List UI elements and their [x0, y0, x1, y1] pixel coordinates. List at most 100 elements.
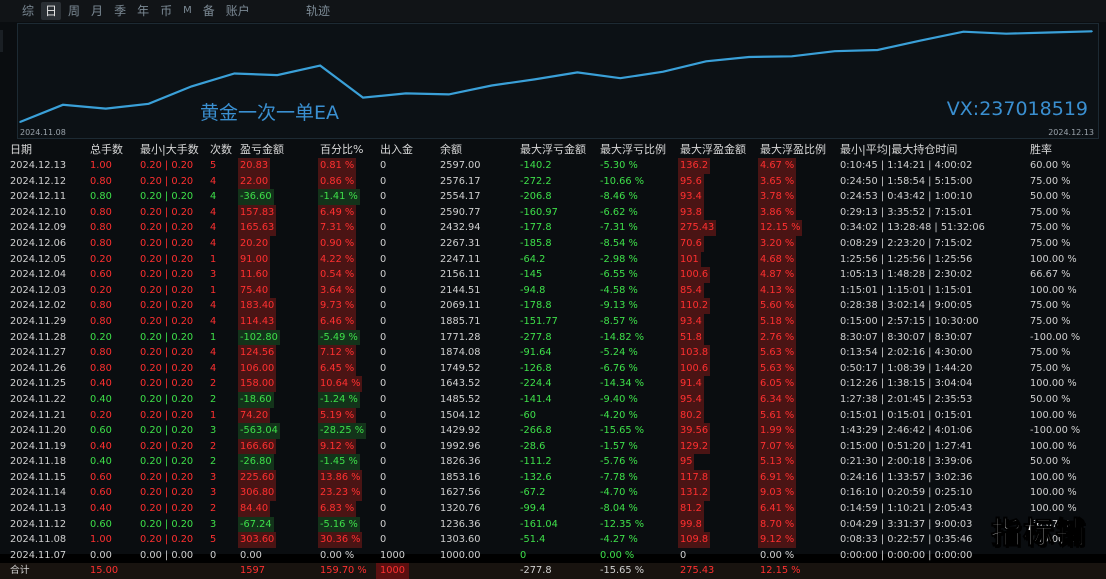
table-cell: -6.62 % — [600, 206, 638, 218]
table-cell: 114.43 — [238, 313, 277, 330]
table-cell: 157.83 — [238, 204, 277, 221]
table-cell: 0.20 | 0.20 — [140, 191, 194, 203]
table-cell: 1627.56 — [440, 487, 481, 499]
tab-period-7[interactable]: M — [183, 5, 192, 16]
table-cell: 70.6 — [678, 235, 704, 252]
table-cell: 131.2 — [678, 485, 711, 502]
table-cell: 66.67 % — [1030, 518, 1071, 530]
table-cell: 1643.52 — [440, 378, 481, 390]
table-row: 2024.11.25 0.40 0.20 | 0.20 2 158.00 10.64 % 0… — [0, 376, 1106, 392]
table-cell: 4.67 % — [758, 158, 797, 174]
table-cell: -206.8 — [520, 191, 552, 203]
table-cell: 0 — [380, 160, 387, 171]
table-cell: 4.68 % — [758, 251, 797, 268]
equity-point — [104, 107, 107, 110]
table-cell: 0.54 % — [318, 267, 357, 283]
table-header: 日期 总手数 最小|大手数 次数 盈亏金额 百分比% 出入金 余额 最大浮亏金额 最大浮亏比例 最大… — [0, 141, 1106, 158]
table-cell: 2024.12.12 — [10, 175, 67, 187]
table-cell: -1.41 % — [318, 189, 360, 205]
table-cell: 2024.11.15 — [10, 471, 67, 483]
table-cell: 0.00 | 0.00 — [140, 549, 194, 561]
table-cell: 1504.12 — [440, 409, 481, 421]
table-cell: 0:29:13 | 3:35:52 | 7:15:01 — [840, 206, 973, 218]
table-cell: 2156.11 — [440, 269, 481, 281]
table-cell: 50.00 % — [1030, 456, 1071, 468]
table-cell: 0.81 % — [318, 158, 357, 174]
tab-period-0[interactable]: 综 — [22, 4, 35, 18]
table-cell: 10.64 % — [318, 376, 363, 392]
table-cell: 4 — [210, 347, 217, 359]
tab-track[interactable]: 轨迹 — [306, 4, 331, 18]
table-cell: 166.60 — [238, 438, 277, 455]
tab-period-3[interactable]: 月 — [91, 4, 104, 18]
table-cell: -26.80 — [238, 454, 274, 470]
equity-point — [190, 85, 193, 88]
table-cell: -266.8 — [520, 425, 552, 437]
table-cell: 1:15:01 | 1:15:01 | 1:15:01 — [840, 284, 973, 296]
table-cell: 0 — [380, 409, 387, 421]
equity-point — [533, 78, 536, 81]
table-cell: -5.49 % — [318, 329, 360, 346]
table-cell: 99.8 — [678, 516, 704, 533]
table-cell: 0 — [380, 503, 387, 515]
table-cell: 3 — [210, 269, 217, 281]
table-cell: -2.98 % — [600, 253, 638, 265]
equity-point — [1048, 31, 1050, 34]
table-cell: -91.64 — [520, 347, 552, 359]
table-cell: 2247.11 — [440, 253, 481, 265]
table-cell: 0.80 — [90, 315, 112, 327]
table-cell: 0.20 | 0.20 — [140, 362, 194, 374]
table-cell: 117.8 — [678, 469, 711, 486]
tab-period-1[interactable]: 日 — [41, 2, 62, 20]
table-cell: 0 — [380, 191, 387, 203]
table-cell: 91.4 — [678, 376, 704, 392]
tab-period-6[interactable]: 币 — [160, 4, 173, 18]
table-cell: 4 — [210, 300, 217, 312]
table-cell: 0.20 | 0.20 — [140, 222, 194, 234]
table-cell: 100.00 % — [1030, 440, 1077, 452]
table-cell: 0.80 — [90, 175, 112, 187]
table-cell: 100.00 % — [1030, 503, 1077, 515]
left-edge-marker — [0, 30, 3, 52]
table-cell: 2024.11.13 — [10, 503, 67, 515]
table-cell: -5.24 % — [600, 347, 638, 359]
table-cell: 8.70 % — [758, 516, 797, 533]
table-cell: -4.27 % — [600, 534, 638, 546]
column-header: 总手数 — [90, 143, 123, 156]
table-cell: 100.00 % — [1030, 378, 1077, 390]
table-cell: 165.63 — [238, 220, 277, 236]
tab-period-9[interactable]: 账户 — [225, 4, 250, 18]
table-cell: -160.97 — [520, 206, 558, 218]
table-cell: 50.00 % — [1030, 191, 1071, 203]
table-cell: -10.66 % — [600, 175, 645, 187]
equity-point — [276, 74, 279, 76]
table-row: 2024.11.22 0.40 0.20 | 0.20 2 -18.60 -1.24 % 0… — [0, 391, 1106, 408]
table-cell: -5.16 % — [318, 516, 360, 533]
equity-point — [619, 77, 622, 79]
daily-report-table: 日期 总手数 最小|大手数 次数 盈亏金额 百分比% 出入金 余额 最大浮亏金额 最大浮亏比例 最大… — [0, 141, 1106, 579]
table-cell: 1853.16 — [440, 471, 481, 483]
tab-period-8[interactable]: 备 — [202, 4, 215, 18]
equity-point — [19, 121, 21, 123]
table-cell: 0.20 | 0.20 — [140, 487, 194, 499]
table-cell: 100.6 — [678, 267, 711, 283]
table-cell: 95.6 — [678, 173, 704, 190]
table-cell: 30.36 % — [318, 532, 363, 548]
table-cell: -8.54 % — [600, 237, 638, 249]
table-cell: 2024.12.13 — [10, 160, 67, 171]
table-row: 2024.12.12 0.80 0.20 | 0.20 4 22.00 0.86 % 0 25… — [0, 173, 1106, 190]
table-total-row: 合计 15.00 1597 159.70 % 1000 -277.8 -15.65 % 275… — [0, 563, 1106, 579]
table-cell: 5.60 % — [758, 298, 797, 314]
table-cell: 0:15:01 | 0:15:01 | 0:15:01 — [840, 409, 973, 421]
table-cell: -67.24 — [238, 516, 274, 533]
table-cell: -141.4 — [520, 393, 552, 405]
tab-period-5[interactable]: 年 — [137, 4, 150, 18]
tab-period-2[interactable]: 周 — [68, 4, 81, 18]
table-cell: -15.65 % — [600, 425, 645, 437]
table-cell: 0:04:29 | 3:31:37 | 9:00:03 — [840, 518, 973, 530]
tab-period-4[interactable]: 季 — [114, 4, 127, 18]
table-cell: 2024.11.21 — [10, 409, 67, 421]
table-cell: 50.00 % — [1030, 393, 1071, 405]
table-cell: 5 — [210, 160, 217, 171]
table-cell: 158.00 — [238, 376, 277, 392]
